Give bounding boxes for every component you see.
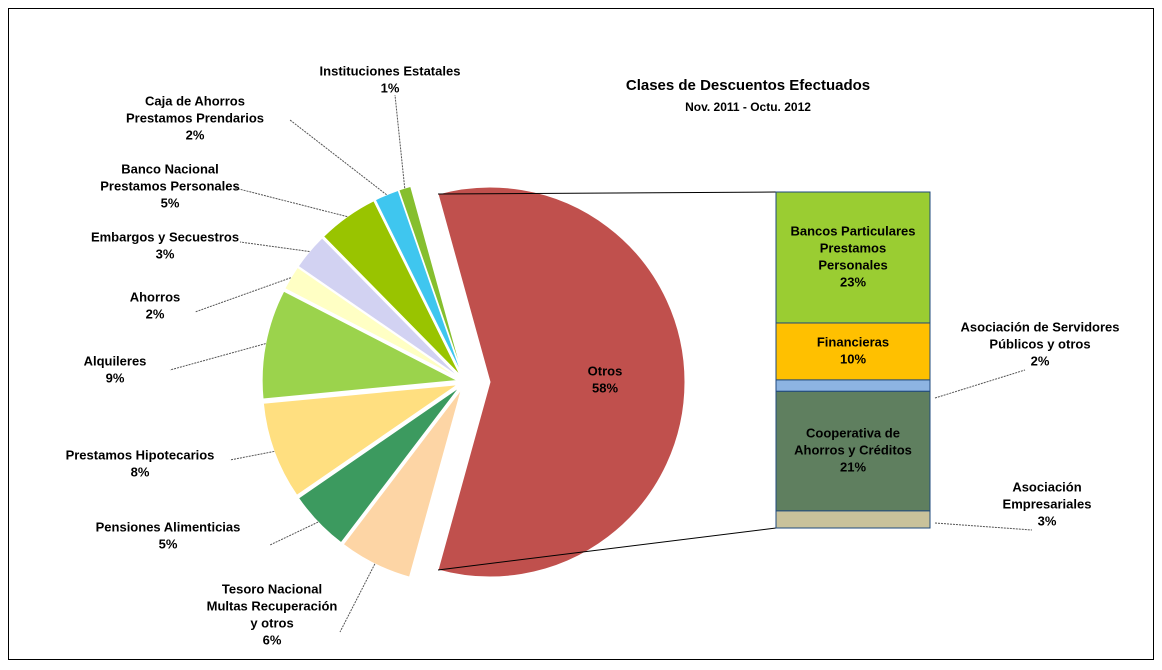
value-label: 5%	[161, 195, 180, 210]
value-label: 3%	[1038, 513, 1057, 528]
chart-subtitle: Nov. 2011 - Octu. 2012	[685, 100, 811, 114]
slice-label: Bancos Particulares	[790, 223, 915, 238]
slice-label: Prestamos Prendarios	[126, 110, 264, 125]
slice-label: Embargos y Secuestros	[91, 229, 239, 244]
pie-slice	[322, 200, 461, 376]
leader-line	[934, 522, 1033, 531]
slice-label: Prestamos Hipotecarios	[66, 447, 215, 462]
leader-line	[169, 343, 266, 371]
value-label: 6%	[263, 632, 282, 647]
slice-label: Banco Nacional	[121, 161, 219, 176]
connector-line	[437, 527, 777, 571]
pie-slice	[297, 237, 460, 378]
value-label: 3%	[156, 246, 175, 261]
slice-label: Cooperativa de	[806, 426, 900, 441]
slice-label: Personales	[818, 257, 887, 272]
pie-slice	[398, 185, 464, 375]
bar-segment	[775, 510, 931, 529]
value-label: 2%	[146, 306, 165, 321]
bar-segment	[775, 322, 931, 381]
slice-label: Ahorros	[130, 289, 181, 304]
pie-slice	[342, 388, 462, 578]
chart-title: Clases de Descuentos Efectuados	[626, 77, 870, 94]
slice-label: Prestamos	[820, 240, 886, 255]
leader-line	[339, 563, 376, 633]
pie-slice	[262, 384, 460, 497]
leader-line	[239, 241, 310, 253]
slice-label: Alquileres	[84, 353, 147, 368]
slice-label: Tesoro Nacional	[222, 581, 322, 596]
slice-label: Pensiones Alimenticias	[96, 519, 241, 534]
slice-label: y otros	[250, 615, 293, 630]
slice-label: Asociación de Servidores	[961, 319, 1120, 334]
slice-label: Ahorros y Créditos	[794, 443, 912, 458]
value-label: 5%	[159, 536, 178, 551]
value-label: 8%	[131, 464, 150, 479]
value-label: 58%	[592, 380, 618, 395]
value-label: 21%	[840, 460, 866, 475]
slice-label: Otros	[588, 363, 623, 378]
value-label: 2%	[186, 127, 205, 142]
value-label: 10%	[840, 351, 866, 366]
slice-label: Prestamos Personales	[100, 178, 239, 193]
leader-line	[229, 450, 275, 461]
pie-slice	[261, 290, 459, 400]
value-label: 9%	[106, 370, 125, 385]
slice-label: Financieras	[817, 334, 889, 349]
slice-label: Instituciones Estatales	[320, 63, 461, 78]
slice-label: Multas Recuperación	[207, 598, 338, 613]
slice-label: Públicos y otros	[989, 336, 1090, 351]
slice-label: Empresariales	[1003, 496, 1092, 511]
bar-segment	[775, 379, 931, 392]
leader-line	[394, 94, 406, 189]
bar-segment	[775, 390, 931, 512]
connector-line	[438, 191, 777, 195]
value-label: 1%	[381, 80, 400, 95]
leader-line	[289, 119, 387, 196]
leader-line	[934, 369, 1026, 399]
value-label: 2%	[1031, 353, 1050, 368]
value-label: 23%	[840, 274, 866, 289]
slice-label: Asociación	[1012, 479, 1081, 494]
slice-label: Caja de Ahorros	[145, 93, 245, 108]
leader-line	[194, 277, 291, 313]
leader-line	[234, 187, 348, 218]
